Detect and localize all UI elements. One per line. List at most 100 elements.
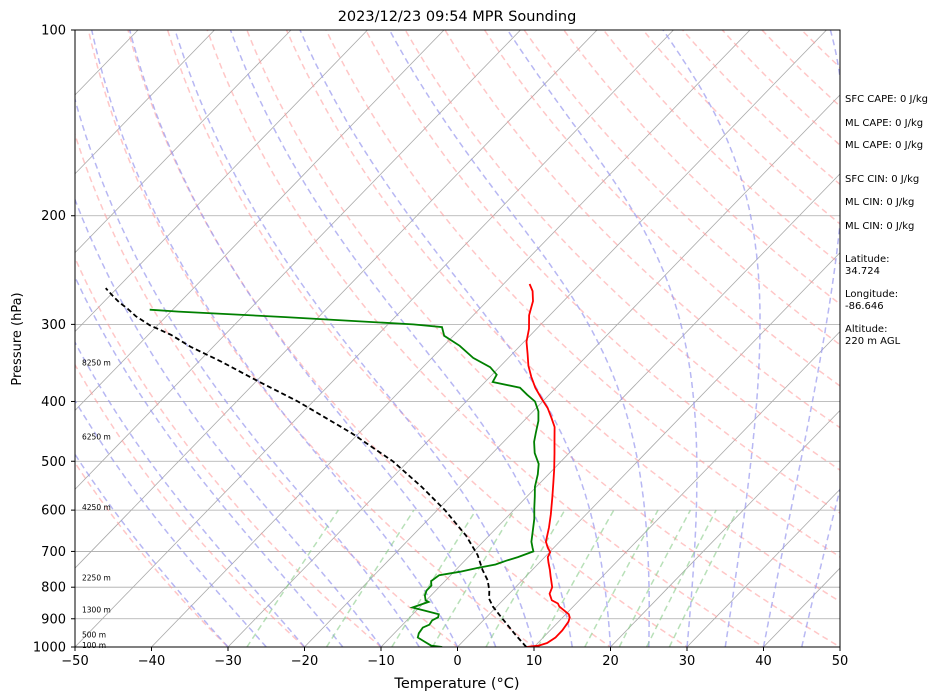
isotherm: [303, 94, 840, 647]
moist-adiabat: [75, 399, 267, 647]
height-label: 8250 m: [82, 359, 111, 368]
mixing-ratio-line: [431, 509, 515, 647]
moist-adiabat: [388, 30, 650, 647]
moist-adiabat: [174, 30, 535, 647]
chart-title: 2023/12/23 09:54 MPR Sounding: [338, 9, 577, 25]
moist-adiabat: [229, 30, 574, 647]
x-tick-label: 10: [526, 654, 543, 669]
dry-adiabat: [206, 30, 765, 647]
x-tick-label: −40: [138, 654, 165, 669]
x-tick-label: 30: [679, 654, 696, 669]
y-tick-label: 300: [41, 318, 66, 333]
dry-adiabat: [75, 363, 306, 647]
dry-adiabat: [562, 30, 840, 305]
y-tick-label: 400: [41, 395, 66, 410]
moist-adiabat: [662, 30, 761, 647]
x-tick-label: −10: [367, 654, 394, 669]
y-tick-label: 500: [41, 455, 66, 470]
isotherm: [227, 30, 828, 647]
dry-adiabat: [87, 30, 536, 647]
isotherm: [75, 30, 369, 333]
dry-adiabat: [325, 30, 840, 558]
mixing-ratio-line: [537, 509, 615, 647]
moist-adiabat: [75, 197, 382, 647]
y-tick-label: 100: [41, 24, 66, 39]
height-label: 500 m: [82, 630, 106, 639]
height-label: 2250 m: [82, 574, 111, 583]
y-tick-label: 700: [41, 545, 66, 560]
mixing-ratio-line: [645, 509, 717, 647]
height-label: 4250 m: [82, 503, 111, 512]
isotherm: [533, 330, 840, 647]
altitude-label: Altitude:: [845, 324, 887, 335]
stats-panel: SFC CAPE: 0 J/kg ML CAPE: 0 J/kg ML CAPE…: [845, 94, 928, 347]
y-tick-label: 200: [41, 209, 66, 224]
ml-cin-1: ML CIN: 0 J/kg: [845, 197, 914, 208]
ml-cape-1: ML CAPE: 0 J/kg: [845, 118, 923, 129]
y-tick-label: 600: [41, 504, 66, 519]
temperature-profile: [525, 283, 571, 647]
dry-adiabat: [75, 256, 383, 647]
isotherm: [150, 30, 751, 647]
x-tick-label: 40: [755, 654, 772, 669]
isotherm: [456, 252, 840, 647]
sfc-cape: SFC CAPE: 0 J/kg: [845, 94, 928, 105]
height-label: 100 m: [82, 641, 106, 650]
latitude-value: 34.724: [845, 266, 880, 277]
dry-adiabat: [246, 30, 840, 647]
moist-adiabat: [75, 340, 306, 647]
latitude-label: Latitude:: [845, 254, 890, 265]
x-tick-label: −30: [214, 654, 241, 669]
mixing-ratio-line: [325, 509, 415, 647]
plot-frame: [74, 29, 841, 648]
mixing-ratio-line: [246, 509, 340, 647]
isotherm: [686, 488, 840, 647]
y-tick-label: 1000: [33, 641, 66, 656]
dry-adiabat: [166, 30, 689, 647]
mixing-ratio-line: [584, 509, 659, 647]
moist-adiabat: [801, 486, 840, 647]
mixing-ratio-line: [668, 509, 739, 647]
dry-adiabat: [75, 132, 459, 647]
isotherm: [75, 30, 598, 569]
x-tick-label: −20: [291, 654, 318, 669]
mixing-ratio-line: [618, 509, 692, 647]
altitude-value: 220 m AGL: [845, 336, 901, 347]
isotherm: [75, 30, 675, 647]
x-tick-label: 0: [453, 654, 461, 669]
mixing-ratio-line: [391, 509, 477, 647]
moist-adiabat: [75, 96, 420, 647]
moist-adiabat: [506, 30, 698, 647]
dry-adiabat: [285, 30, 840, 603]
dry-adiabat: [483, 30, 840, 387]
moist-adiabat: [75, 452, 229, 647]
dry-adiabat: [364, 30, 840, 514]
longitude-value: -86.646: [845, 301, 884, 312]
isotherm: [75, 30, 445, 411]
isotherm: [75, 30, 292, 254]
height-label: 1300 m: [82, 606, 111, 615]
dry-adiabat: [127, 30, 612, 647]
moist-adiabat: [128, 30, 497, 647]
parcel-profile: [105, 287, 527, 647]
moist-adiabat: [90, 30, 459, 647]
moist-adiabat: [762, 30, 840, 647]
dry-adiabat: [75, 461, 230, 647]
isotherm: [609, 409, 840, 647]
dewpoint-profile: [149, 308, 540, 647]
x-tick-label: 50: [832, 654, 849, 669]
ml-cin-2: ML CIN: 0 J/kg: [845, 221, 914, 232]
y-axis-label: Pressure (hPa): [10, 292, 25, 385]
dry-adiabat: [523, 30, 840, 346]
x-tick-label: −50: [61, 654, 88, 669]
mixing-ratio-line: [485, 509, 566, 647]
isotherm: [75, 30, 522, 490]
dry-adiabat: [681, 30, 840, 186]
moist-adiabat: [299, 30, 612, 647]
x-tick-label: 20: [602, 654, 619, 669]
x-axis-label: Temperature (°C): [393, 676, 519, 692]
isotherm: [75, 30, 216, 175]
sfc-cin: SFC CIN: 0 J/kg: [845, 174, 919, 185]
y-tick-label: 900: [41, 612, 66, 627]
